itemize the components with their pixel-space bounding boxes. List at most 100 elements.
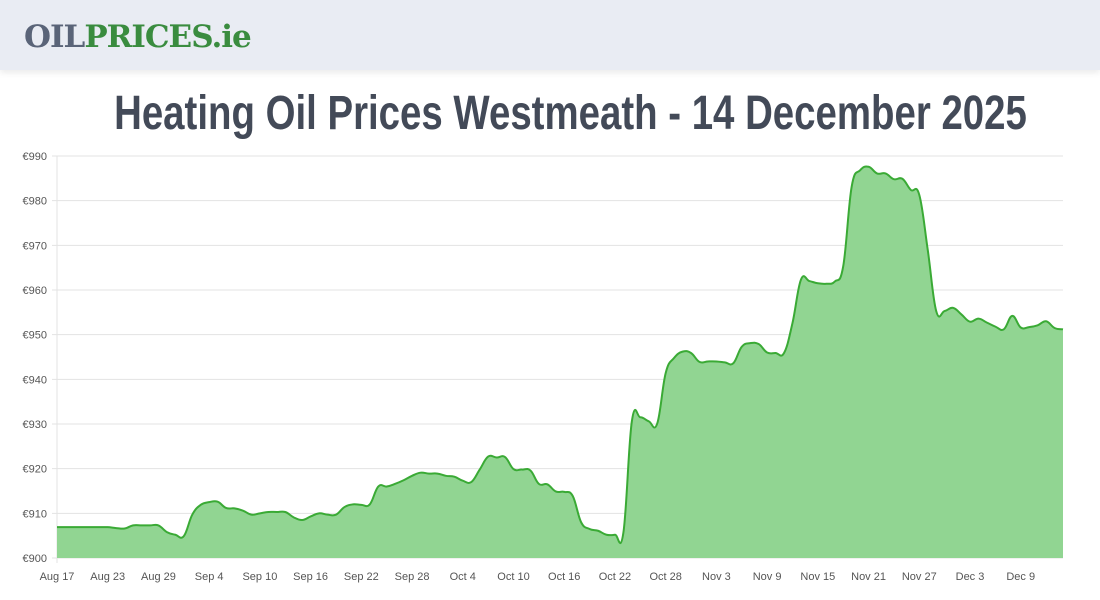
data-point-nov-3[interactable]: [714, 359, 718, 363]
data-point-sep-20[interactable]: [342, 505, 346, 509]
data-point-sep-2[interactable]: [190, 513, 194, 517]
data-point-sep-14[interactable]: [292, 515, 296, 519]
data-point-aug-20[interactable]: [80, 525, 84, 529]
data-point-nov-5[interactable]: [731, 361, 735, 365]
data-point-aug-17[interactable]: [55, 525, 59, 529]
data-point-aug-22[interactable]: [97, 525, 101, 529]
data-point-nov-1[interactable]: [697, 360, 701, 364]
data-point-oct-15[interactable]: [554, 489, 558, 493]
data-point-sep-13[interactable]: [283, 510, 287, 514]
data-point-nov-20[interactable]: [858, 168, 862, 172]
data-point-sep-1[interactable]: [182, 534, 186, 538]
data-point-sep-29[interactable]: [419, 471, 423, 475]
data-point-oct-27[interactable]: [655, 422, 659, 426]
data-point-oct-30[interactable]: [681, 350, 685, 354]
data-point-oct-11[interactable]: [520, 468, 524, 472]
data-point-oct-23[interactable]: [621, 531, 625, 535]
data-point-nov-8[interactable]: [757, 342, 761, 346]
data-point-oct-18[interactable]: [579, 520, 583, 524]
data-point-sep-26[interactable]: [393, 482, 397, 486]
data-point-nov-16[interactable]: [824, 282, 828, 286]
data-point-nov-24[interactable]: [892, 177, 896, 181]
data-point-dec-4[interactable]: [976, 317, 980, 321]
data-point-dec-8[interactable]: [1010, 314, 1014, 318]
data-point-nov-14[interactable]: [807, 279, 811, 283]
data-point-oct-17[interactable]: [571, 494, 575, 498]
data-point-dec-5[interactable]: [985, 321, 989, 325]
data-point-dec-12[interactable]: [1044, 319, 1048, 323]
data-point-oct-5[interactable]: [469, 480, 473, 484]
data-point-sep-16[interactable]: [309, 514, 313, 518]
data-point-oct-10[interactable]: [512, 467, 516, 471]
data-point-aug-26[interactable]: [131, 523, 135, 527]
data-point-aug-21[interactable]: [89, 525, 93, 529]
data-point-oct-20[interactable]: [596, 529, 600, 533]
data-point-dec-10[interactable]: [1027, 325, 1031, 329]
data-point-dec-7[interactable]: [1002, 327, 1006, 331]
data-point-oct-3[interactable]: [452, 475, 456, 479]
data-point-sep-15[interactable]: [300, 518, 304, 522]
data-point-nov-9[interactable]: [765, 351, 769, 355]
data-point-oct-9[interactable]: [503, 455, 507, 459]
data-point-nov-11[interactable]: [782, 351, 786, 355]
data-point-sep-17[interactable]: [317, 511, 321, 515]
data-point-nov-18[interactable]: [841, 264, 845, 268]
data-point-sep-25[interactable]: [385, 485, 389, 489]
data-point-nov-2[interactable]: [706, 359, 710, 363]
data-point-dec-3[interactable]: [968, 320, 972, 324]
data-point-oct-19[interactable]: [588, 527, 592, 531]
data-point-nov-21[interactable]: [867, 165, 871, 169]
data-point-oct-13[interactable]: [537, 482, 541, 486]
data-point-sep-6[interactable]: [224, 506, 228, 510]
data-point-sep-5[interactable]: [216, 500, 220, 504]
data-point-dec-2[interactable]: [960, 313, 964, 317]
data-point-oct-28[interactable]: [664, 371, 668, 375]
data-point-sep-11[interactable]: [266, 510, 270, 514]
data-point-nov-4[interactable]: [723, 360, 727, 364]
data-point-sep-8[interactable]: [241, 509, 245, 513]
data-point-oct-22[interactable]: [613, 533, 617, 537]
data-point-sep-22[interactable]: [359, 503, 363, 507]
data-point-oct-4[interactable]: [461, 479, 465, 483]
data-point-oct-12[interactable]: [528, 468, 532, 472]
data-point-dec-13[interactable]: [1053, 326, 1057, 330]
data-point-oct-29[interactable]: [672, 356, 676, 360]
data-point-nov-23[interactable]: [883, 171, 887, 175]
data-point-oct-26[interactable]: [647, 419, 651, 423]
data-point-nov-26[interactable]: [909, 188, 913, 192]
data-point-sep-18[interactable]: [326, 513, 330, 517]
data-point-nov-27[interactable]: [917, 193, 921, 197]
data-point-aug-23[interactable]: [106, 525, 110, 529]
data-point-sep-7[interactable]: [233, 506, 237, 510]
data-point-nov-22[interactable]: [875, 171, 879, 175]
data-point-oct-25[interactable]: [638, 415, 642, 419]
data-point-aug-24[interactable]: [114, 526, 118, 530]
data-point-nov-15[interactable]: [816, 281, 820, 285]
data-point-sep-23[interactable]: [368, 502, 372, 506]
data-point-aug-18[interactable]: [63, 525, 67, 529]
data-point-sep-4[interactable]: [207, 500, 211, 504]
data-point-dec-11[interactable]: [1036, 323, 1040, 327]
data-point-oct-8[interactable]: [495, 456, 499, 460]
data-point-aug-28[interactable]: [148, 523, 152, 527]
data-point-sep-28[interactable]: [410, 474, 414, 478]
data-point-oct-7[interactable]: [486, 455, 490, 459]
data-point-nov-28[interactable]: [926, 248, 930, 252]
data-point-nov-29[interactable]: [934, 309, 938, 313]
data-point-oct-24[interactable]: [630, 419, 634, 423]
data-point-sep-21[interactable]: [351, 502, 355, 506]
data-point-sep-24[interactable]: [376, 485, 380, 489]
data-point-oct-14[interactable]: [545, 482, 549, 486]
data-point-dec-6[interactable]: [993, 325, 997, 329]
data-point-sep-10[interactable]: [258, 511, 262, 515]
data-point-sep-30[interactable]: [427, 472, 431, 476]
data-point-sep-19[interactable]: [334, 513, 338, 517]
data-point-aug-25[interactable]: [123, 527, 127, 531]
data-point-sep-12[interactable]: [275, 510, 279, 514]
data-point-oct-31[interactable]: [689, 351, 693, 355]
site-logo[interactable]: OILPRICES.ie: [24, 17, 252, 57]
data-point-aug-29[interactable]: [156, 523, 160, 527]
data-point-sep-27[interactable]: [402, 478, 406, 482]
data-point-aug-19[interactable]: [72, 525, 76, 529]
data-point-oct-16[interactable]: [562, 490, 566, 494]
